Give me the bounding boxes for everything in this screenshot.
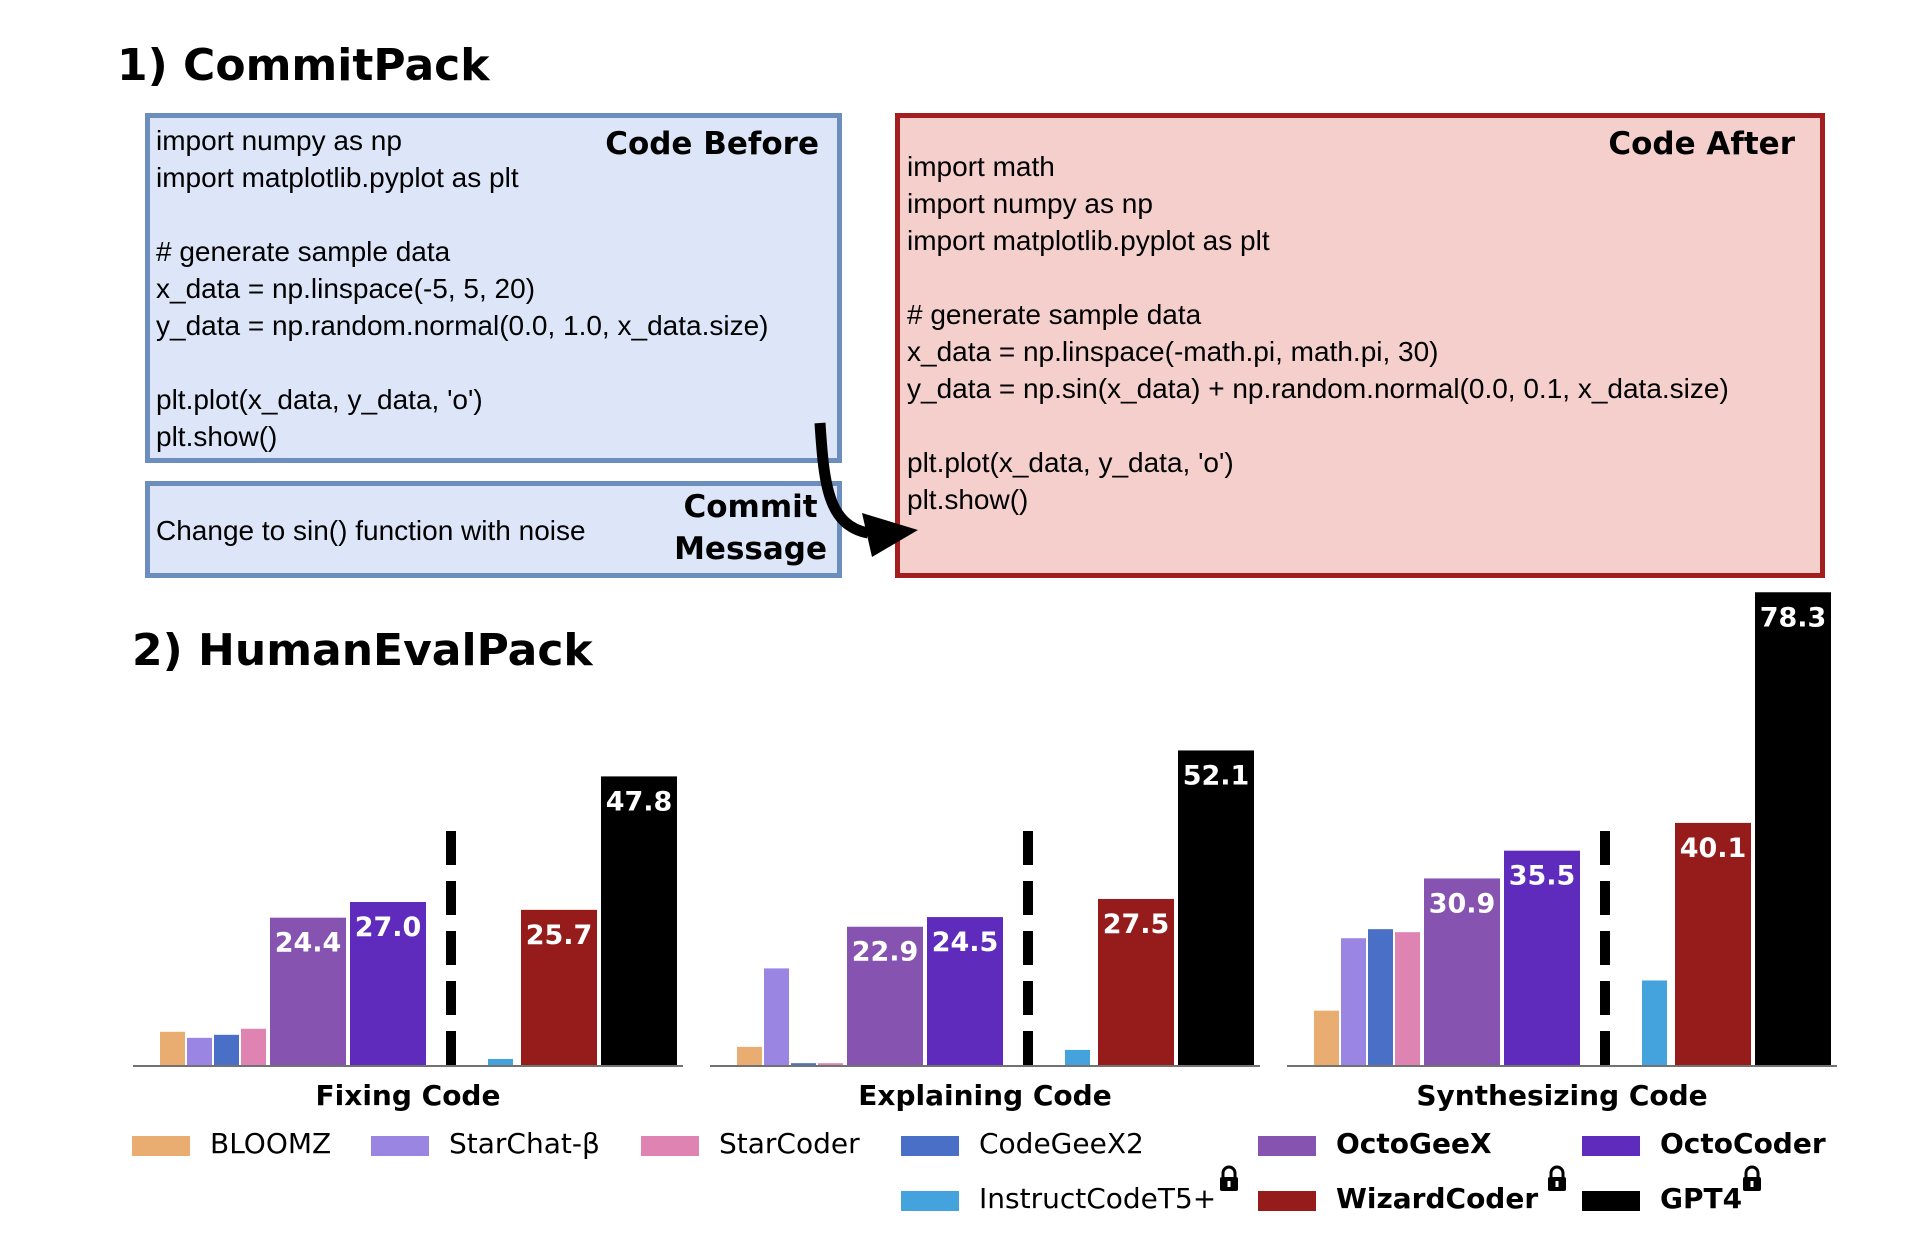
legend-swatch [1582, 1191, 1640, 1211]
code-after-label: Code After [1608, 126, 1795, 162]
bar-octogeex [847, 926, 923, 1065]
humanevalpack-bar-chart: 24.4 27.0 25.7 47.8 Fixing Code 22.9 24.5 27.5 5… [133, 592, 1837, 1112]
legend-label: WizardCoder [1336, 1182, 1539, 1215]
bar-octocoder [927, 917, 1003, 1065]
bar-wizardcoder [521, 909, 597, 1065]
bar-value-label: 24.4 [275, 928, 342, 959]
commit-message-label-line2: Message [674, 531, 827, 567]
bar-value-label: 30.9 [1429, 888, 1496, 919]
bar-value-label: 52.1 [1183, 760, 1250, 791]
legend-label: GPT4 [1660, 1182, 1743, 1215]
legend-label: OctoCoder [1660, 1127, 1826, 1160]
bar-starcoder [818, 1063, 843, 1065]
bar-value-label: 40.1 [1680, 833, 1747, 864]
legend-swatch [371, 1136, 429, 1156]
legend-label: InstructCodeT5+ [979, 1182, 1217, 1215]
code-after-text: import math import numpy as np import ma… [907, 151, 1729, 515]
bar-instructcodet5- [488, 1058, 513, 1065]
lock-icon [1220, 1165, 1238, 1191]
commitpack-title: 1) CommitPack [117, 40, 490, 91]
bar-gpt4 [601, 776, 677, 1065]
legend-swatch [132, 1136, 190, 1156]
code-before-label: Code Before [605, 126, 819, 162]
bar-value-label: 78.3 [1760, 602, 1827, 633]
legend-swatch [1582, 1136, 1640, 1156]
commit-message-label-line1: Commit [683, 489, 818, 525]
bar-value-label: 22.9 [852, 937, 919, 968]
bar-value-label: 27.5 [1103, 909, 1170, 940]
commit-message-box: Change to sin() function with noise Comm… [145, 481, 842, 578]
commit-message-label: Commit Message [674, 486, 827, 570]
legend-swatch [901, 1136, 959, 1156]
bar-octogeex [1424, 878, 1500, 1065]
panel-title: Synthesizing Code [1416, 1079, 1707, 1112]
bar-codegeex2 [214, 1034, 239, 1065]
bar-starchat- [187, 1037, 212, 1065]
legend-swatch [901, 1191, 959, 1211]
bar-wizardcoder [1098, 898, 1174, 1065]
bar-octocoder [1504, 850, 1580, 1065]
bar-instructcodet5- [1065, 1049, 1090, 1065]
bar-bloomz [1314, 1010, 1339, 1065]
bar-value-label: 27.0 [355, 912, 422, 943]
bar-value-label: 35.5 [1509, 861, 1576, 892]
bar-octogeex [270, 917, 346, 1065]
bar-starchat- [764, 968, 789, 1065]
bar-starcoder [241, 1028, 266, 1065]
bar-gpt4 [1755, 592, 1831, 1065]
commit-message-text: Change to sin() function with noise [156, 515, 586, 546]
bar-codegeex2 [1368, 929, 1393, 1065]
flow-arrow-icon [814, 422, 918, 557]
bar-bloomz [160, 1031, 185, 1065]
code-after-box: import math import numpy as np import ma… [895, 113, 1825, 578]
bar-gpt4 [1178, 750, 1254, 1065]
lock-icon [1548, 1165, 1566, 1191]
bar-codegeex2 [791, 1063, 816, 1065]
legend-swatch [641, 1136, 699, 1156]
bar-octocoder [350, 901, 426, 1065]
legend-swatch [1258, 1136, 1316, 1156]
legend-label: BLOOMZ [210, 1127, 332, 1160]
bar-wizardcoder [1675, 822, 1751, 1065]
humanevalpack-title: 2) HumanEvalPack [132, 625, 593, 676]
code-before-text: import numpy as np import matplotlib.pyp… [156, 125, 769, 452]
bar-instructcodet5- [1642, 980, 1667, 1065]
legend-swatch [1258, 1191, 1316, 1211]
panel-title: Fixing Code [316, 1079, 501, 1112]
bar-bloomz [737, 1046, 762, 1065]
legend-label: StarChat-β [449, 1127, 600, 1160]
legend-label: CodeGeeX2 [979, 1127, 1144, 1160]
legend-label: OctoGeeX [1336, 1127, 1492, 1160]
bar-starchat- [1341, 938, 1366, 1065]
lock-icon [1743, 1165, 1761, 1191]
legend-label: StarCoder [719, 1127, 860, 1160]
bar-value-label: 47.8 [606, 786, 673, 817]
panel-title: Explaining Code [858, 1079, 1111, 1112]
code-before-box: import numpy as np import matplotlib.pyp… [145, 113, 842, 463]
bar-starcoder [1395, 932, 1420, 1065]
bar-value-label: 24.5 [932, 927, 999, 958]
bar-value-label: 25.7 [526, 920, 593, 951]
